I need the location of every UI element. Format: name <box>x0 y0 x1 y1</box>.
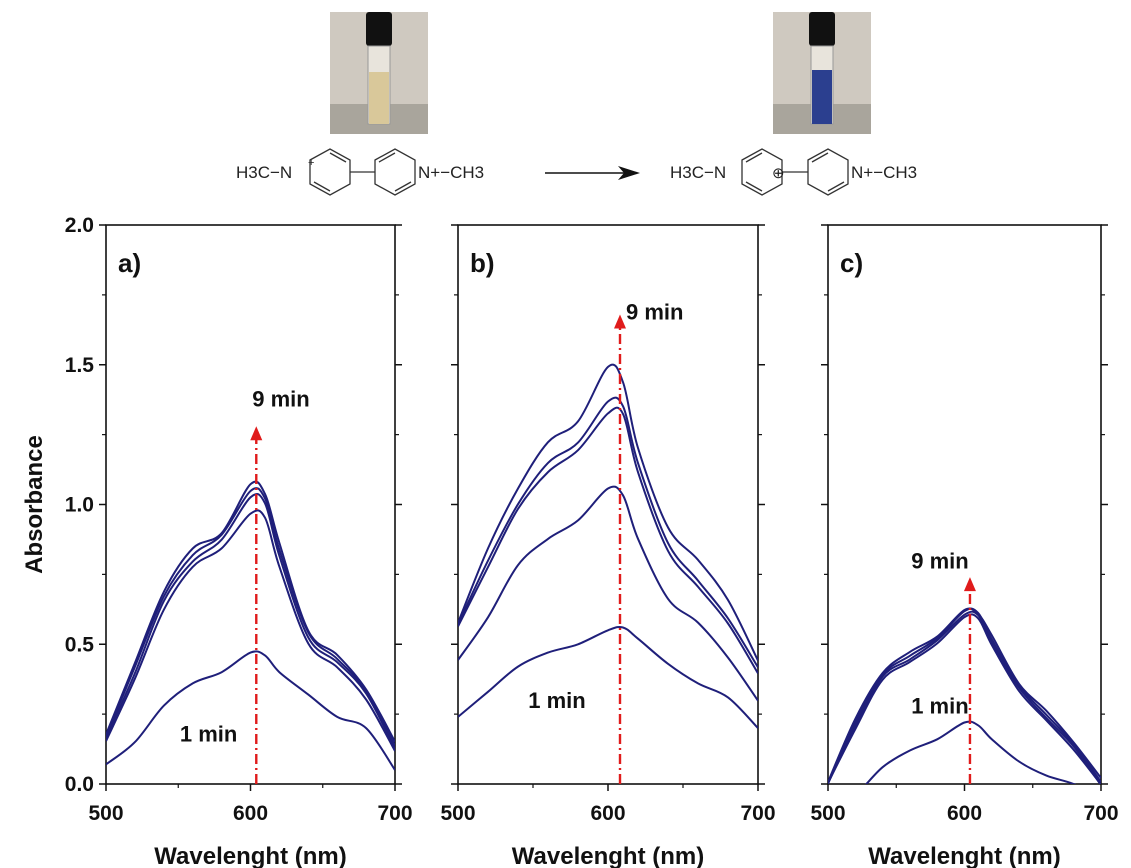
panel-3-series-line-3 <box>828 610 1101 784</box>
panel-2-series-line-2 <box>458 485 758 702</box>
panel-1-series-line-5 <box>106 480 395 743</box>
panel-3-time-arrow-head <box>963 577 976 592</box>
panel-3-xtick-label: 600 <box>947 802 982 825</box>
vial-liquid-after <box>812 70 832 124</box>
panel-3-series-line-5 <box>828 607 1101 783</box>
product-left-label: H3C−N <box>670 163 726 182</box>
panel-3-annotation-1min: 1 min <box>911 694 968 719</box>
panel-3-series-line-1 <box>865 720 1077 784</box>
reactant-left-label: H3C−N <box>236 163 292 182</box>
panel-3-series-line-2 <box>828 613 1101 784</box>
panel-2-frame <box>457 224 759 785</box>
panel-1-xtick-label: 500 <box>88 802 123 825</box>
panel-3-xlabel: Wavelenght (nm) <box>868 843 1060 868</box>
panel-1-annotation-9min: 9 min <box>252 386 309 411</box>
panel-2-series-line-5 <box>458 363 758 662</box>
panel-3-xtick-label: 700 <box>1083 802 1118 825</box>
panel-1-xlabel: Wavelenght (nm) <box>154 843 346 868</box>
panel-1-ylabel: Absorbance <box>21 435 48 574</box>
reaction-arrow <box>545 166 640 180</box>
panel-1-ytick-label: 0.0 <box>65 773 94 796</box>
reaction-scheme: H3C−N + N+−CH3 H3C−N ⊕ N+−CH <box>236 148 917 196</box>
panel-2-series-line-4 <box>458 396 758 668</box>
panel-2-annotation-9min: 9 min <box>626 300 683 325</box>
vial-liquid-before <box>369 72 389 124</box>
panel-2-xtick-label: 500 <box>440 802 475 825</box>
reactant-right-label: N+−CH3 <box>418 163 484 182</box>
panel-1-panel-label: a) <box>118 248 141 278</box>
panel-1-frame <box>105 224 396 785</box>
panel-2-panel-label: b) <box>470 248 495 278</box>
panel-1-series-line-4 <box>106 487 395 747</box>
panel-1-xtick-label: 700 <box>377 802 412 825</box>
panel-2-time-arrow-head <box>614 314 626 329</box>
panel-1-ytick-label: 1.0 <box>65 494 94 517</box>
product-right-label: N+−CH3 <box>851 163 917 182</box>
panel-2-series-line-3 <box>458 406 758 674</box>
reactant-rings <box>309 148 416 196</box>
product-radical: ⊕ <box>772 165 785 182</box>
panel-2-xlabel: Wavelenght (nm) <box>512 843 704 868</box>
panel-2-annotation-1min: 1 min <box>528 688 585 713</box>
panel-1-ytick-label: 0.5 <box>65 633 95 656</box>
panel-3-annotation-9min: 9 min <box>911 548 968 573</box>
panel-1-ytick-label: 2.0 <box>65 214 94 237</box>
panel-1-series-line-3 <box>106 492 395 750</box>
panel-1-xtick-label: 600 <box>233 802 268 825</box>
reactant-charge: + <box>308 157 314 169</box>
panel-1-time-arrow-head <box>250 426 263 441</box>
vial-photo-before <box>330 12 428 134</box>
product-rings <box>741 148 849 196</box>
panel-3-panel-label: c) <box>840 248 863 278</box>
panel-2-series-line-1 <box>458 625 758 729</box>
panel-2-xtick-label: 700 <box>740 802 775 825</box>
vial-photo-after <box>773 12 871 134</box>
panel-1-annotation-1min: 1 min <box>180 722 237 747</box>
panel-1-ytick-label: 1.5 <box>65 354 95 377</box>
panel-2-xtick-label: 600 <box>590 802 625 825</box>
panel-1-series-line-2 <box>106 509 395 752</box>
panel-1-series-line-1 <box>106 650 395 771</box>
panel-3-xtick-label: 500 <box>810 802 845 825</box>
